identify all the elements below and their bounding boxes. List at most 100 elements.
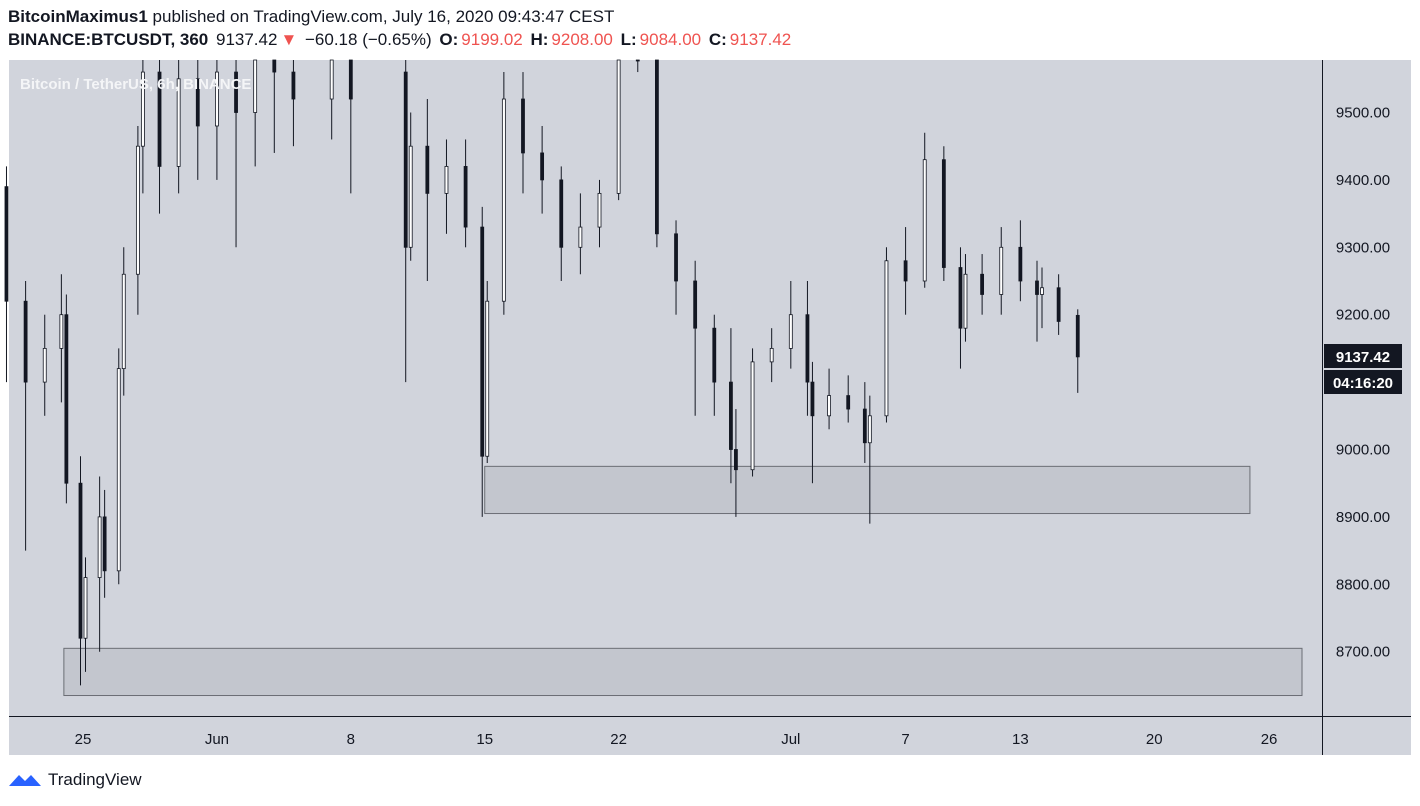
candle-body: [157, 71, 162, 167]
high-label: H:: [530, 30, 549, 49]
candle-body: [425, 145, 430, 194]
candle-16: [195, 60, 200, 180]
symbol-line: BINANCE:BTCUSDT, 360 9137.42 ▼ −60.18 (−0…: [8, 30, 794, 50]
candle-34: [559, 166, 564, 281]
candle-62: [1018, 220, 1023, 302]
x-tick-label: 15: [476, 731, 493, 748]
candle-15: [176, 60, 181, 194]
candle-body: [862, 408, 867, 444]
candle-23: [348, 59, 353, 194]
chart-watermark-title: Bitcoin / TetherUS, 6h, BINANCE: [20, 76, 251, 93]
candle-64: [1040, 267, 1044, 329]
y-tick-label: 8700.00: [1336, 644, 1390, 661]
last-price: 9137.42: [215, 30, 278, 49]
candle-46: [769, 328, 774, 383]
candle-5: [64, 294, 69, 504]
candle-65: [1056, 274, 1061, 335]
candle-19: [253, 59, 258, 167]
candle-56: [922, 132, 927, 288]
candle-40: [674, 220, 678, 315]
candle-body: [348, 59, 353, 100]
candle-body: [1018, 246, 1023, 282]
x-tick-label: 13: [1012, 731, 1029, 748]
y-tick-label: 9400.00: [1336, 172, 1390, 189]
candle-47: [788, 281, 793, 369]
publish-line: BitcoinMaximus1 published on TradingView…: [8, 7, 614, 27]
candle-body: [42, 347, 47, 383]
timer-tag-bg: [1324, 370, 1402, 394]
candle-body: [846, 395, 851, 410]
symbol-label: BINANCE:BTCUSDT, 360: [8, 30, 209, 49]
y-tick-label: 8900.00: [1336, 509, 1390, 526]
candle-36: [597, 179, 602, 248]
publisher-name[interactable]: BitcoinMaximus1: [8, 7, 148, 26]
candle-body: [635, 59, 640, 62]
candle-body: [121, 273, 126, 370]
candle-17: [215, 60, 219, 180]
candle-body: [176, 78, 181, 167]
candle-body: [712, 327, 717, 383]
high-value: 9208.00: [551, 30, 613, 49]
open-value: 9199.02: [461, 30, 523, 49]
candle-body: [597, 192, 602, 228]
candle-body: [215, 71, 219, 127]
candle-8: [97, 476, 102, 652]
timer-tag-label: 04:16:20: [1333, 375, 1393, 392]
candle-25: [408, 112, 413, 261]
candle-body: [444, 166, 449, 194]
y-tick-label: 9500.00: [1336, 105, 1390, 122]
tradingview-logo-icon: [9, 775, 41, 786]
candle-body: [501, 98, 506, 302]
candle-body: [734, 449, 738, 471]
candle-body: [83, 577, 88, 639]
x-tick-label: 8: [347, 731, 355, 748]
candle-body: [97, 516, 102, 578]
candle-43: [729, 328, 733, 484]
candle-9: [102, 489, 107, 598]
candle-body: [64, 314, 69, 484]
candle-body: [963, 273, 968, 329]
candle-body: [810, 381, 815, 417]
open-label: O:: [439, 30, 459, 49]
candle-24: [403, 60, 408, 383]
candle-body: [102, 516, 107, 572]
candle-body: [980, 273, 985, 295]
candle-body: [540, 152, 545, 181]
candle-12: [135, 125, 140, 315]
candle-body: [616, 59, 621, 194]
candle-body: [272, 59, 277, 73]
candle-body: [1040, 287, 1044, 295]
candle-body: [867, 415, 872, 444]
candle-33: [540, 125, 545, 214]
x-tick-label: 22: [610, 731, 627, 748]
candle-body: [674, 233, 678, 282]
candle-3: [42, 314, 47, 416]
price-tag: 9137.42: [1324, 344, 1402, 368]
candle-body: [788, 314, 793, 349]
x-tick-label: 20: [1146, 731, 1163, 748]
candle-51: [846, 375, 851, 423]
footer-brand[interactable]: TradingView: [8, 770, 142, 790]
low-value: 9084.00: [639, 30, 702, 49]
candle-28: [463, 139, 468, 248]
price-tag-bg: [1324, 344, 1402, 368]
candle-body: [329, 59, 334, 100]
candle-body: [234, 71, 238, 113]
candle-body: [116, 368, 121, 572]
candle-body: [135, 145, 140, 275]
down-arrow-icon: ▼: [280, 30, 298, 49]
candle-body: [941, 159, 946, 268]
price-tag-label: 9137.42: [1336, 349, 1390, 366]
candle-body: [1056, 287, 1061, 322]
candle-18: [234, 60, 238, 248]
candle-27: [444, 139, 449, 234]
candle-61: [999, 227, 1004, 315]
candle-body: [23, 300, 28, 383]
candle-14: [157, 60, 162, 214]
candle-57: [941, 146, 946, 281]
candle-45: [750, 348, 755, 477]
candle-13: [140, 60, 145, 194]
candle-body: [958, 267, 963, 329]
candle-body: [578, 226, 583, 248]
